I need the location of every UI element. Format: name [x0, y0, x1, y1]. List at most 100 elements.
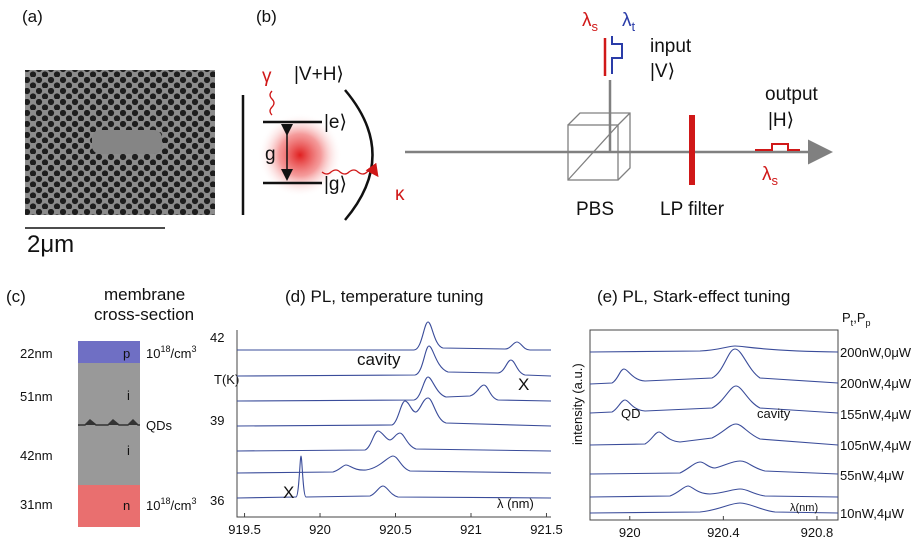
trace [589, 485, 839, 498]
quantum-dot [258, 113, 342, 197]
pbs-cube [567, 112, 631, 181]
panel-label: (c) [6, 287, 26, 306]
temperature-label: 36 [210, 493, 224, 508]
thickness: 42nm [20, 448, 53, 463]
traces [236, 321, 552, 499]
panel-label: (a) [22, 7, 43, 26]
trace [236, 455, 552, 474]
pbs-label: PBS [576, 199, 614, 220]
layer-type: i [127, 388, 130, 403]
title-line: membrane [104, 285, 185, 304]
power-label: 55nW,4μW [840, 468, 905, 483]
trace [236, 455, 552, 499]
x-tick-label: 921 [460, 522, 482, 537]
cavity-loss-wave [321, 162, 379, 178]
x-tick-label: 920.5 [379, 522, 412, 537]
output-label: output [765, 84, 819, 105]
subscript: p [865, 318, 870, 328]
temperature-label: 39 [210, 413, 224, 428]
trace [236, 430, 552, 452]
input-label: input [650, 36, 692, 57]
state-label: |g⟩ [324, 174, 347, 195]
x-tick-label: 919.5 [228, 522, 261, 537]
layer-type: i [127, 443, 130, 458]
kappa-label: κ [395, 184, 405, 205]
qd-layer [78, 418, 140, 426]
symbol: P [857, 310, 866, 325]
panel-title: (d) PL, temperature tuning [285, 287, 483, 306]
x-tick-label: 920 [309, 522, 331, 537]
temperature-label: 42 [210, 330, 224, 345]
doping: 1018/cm3 [146, 344, 196, 361]
trigger-pulse [611, 36, 623, 74]
panel-e: (e) PL, Stark-effect tuning intensity (a… [570, 287, 912, 540]
thickness: 51nm [20, 389, 53, 404]
trace [589, 385, 839, 414]
annotation: cavity [757, 406, 791, 421]
gamma-label: γ [262, 66, 272, 87]
subscript: s [592, 19, 599, 34]
trace [589, 423, 839, 446]
state-label: |e⟩ [324, 112, 347, 133]
qds-label: QDs [146, 418, 173, 433]
exponent: 3 [191, 344, 196, 354]
state-label: |V+H⟩ [294, 64, 344, 85]
symbol: P [842, 310, 851, 325]
trace [589, 502, 839, 514]
x-tick-label: 920.4 [707, 525, 740, 540]
panel-title: (e) PL, Stark-effect tuning [597, 287, 790, 306]
base: 10 [146, 346, 160, 361]
cavity-region [92, 130, 162, 154]
base: 10 [146, 498, 160, 513]
title-line: cross-section [94, 305, 194, 324]
layer-type: n [123, 498, 130, 513]
input-state: |V⟩ [650, 61, 675, 82]
exponent: 3 [191, 496, 196, 506]
panel-label: (b) [256, 7, 277, 26]
separator: , [853, 310, 857, 325]
trigger-label: λt [622, 10, 636, 34]
filter-label: LP filter [660, 199, 725, 220]
n-layer [78, 485, 140, 527]
frame [589, 329, 839, 521]
layer-type: p [123, 346, 130, 361]
trace [236, 376, 552, 402]
trace [589, 460, 839, 475]
trace [236, 397, 552, 427]
signal-label: λs [582, 10, 599, 34]
exponent: 18 [160, 344, 170, 354]
power-label: 10nW,4μW [840, 506, 905, 521]
lp-filter [689, 115, 695, 185]
x-label: λ(nm) [790, 502, 818, 514]
x-tick-label: 920.8 [801, 525, 834, 540]
p-layer [78, 341, 140, 363]
symbol: λ [582, 10, 592, 31]
subscript: t [632, 19, 636, 34]
x-tick-label: 921.5 [530, 522, 563, 537]
power-header: Pt,Pp [842, 310, 871, 328]
symbol: λ [762, 164, 772, 185]
traces [589, 345, 839, 514]
panel-a: (a) 2μm [22, 7, 215, 258]
output-state: |H⟩ [768, 110, 794, 131]
trace [237, 321, 551, 351]
trace [589, 348, 839, 385]
x-tick-label: 920 [619, 525, 641, 540]
annotation: QD [621, 406, 641, 421]
power-label: 200nW,4μW [840, 376, 912, 391]
annotation: cavity [357, 350, 401, 369]
panel-b: (b) g |e⟩ |g⟩ |V+H⟩ γ κ PBS LP filter λs… [241, 7, 833, 221]
annotation: X [283, 483, 294, 502]
thickness: 22nm [20, 346, 53, 361]
panel-c: (c) membrane cross-section 22nm 51nm 42n… [6, 285, 196, 527]
subscript: t [851, 318, 854, 328]
axis [236, 330, 551, 518]
trace [589, 345, 839, 353]
x-label: λ (nm) [497, 496, 534, 511]
y-label: T(K) [214, 372, 239, 387]
thickness: 31nm [20, 497, 53, 512]
panel-d: (d) PL, temperature tuning 42 T(K) 39 36… [210, 287, 563, 537]
power-label: 155nW,4μW [840, 407, 912, 422]
signal-label: λs [762, 164, 779, 188]
